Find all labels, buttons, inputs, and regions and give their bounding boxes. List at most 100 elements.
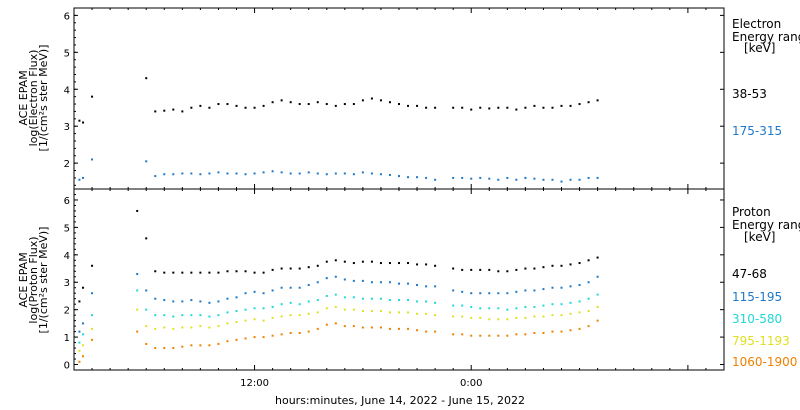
proton-point-47-68 <box>407 262 410 265</box>
proton-point-115-195 <box>587 281 590 284</box>
electron-ylabel-line-3: [1/(cm²s ster MeV)] <box>37 45 50 152</box>
proton-point-1060-1900 <box>316 327 319 330</box>
proton-point-310-580 <box>533 305 536 308</box>
proton-point-795-1193 <box>82 344 85 347</box>
proton-point-1060-1900 <box>425 330 428 333</box>
proton-point-795-1193 <box>551 314 554 317</box>
electron-point-175-315 <box>388 173 391 176</box>
proton-point-47-68 <box>388 262 391 265</box>
proton-point-115-195 <box>398 282 400 285</box>
proton-point-47-68 <box>398 262 400 265</box>
proton-point-795-1193 <box>425 312 428 315</box>
electron-point-175-315 <box>587 176 590 179</box>
proton-point-795-1193 <box>262 319 265 322</box>
electron-point-38-53 <box>398 103 400 106</box>
electron-point-175-315 <box>542 178 545 181</box>
proton-point-115-195 <box>370 281 373 284</box>
proton-point-47-68 <box>488 268 491 271</box>
proton-point-115-195 <box>145 289 148 292</box>
electron-point-175-315 <box>569 178 572 181</box>
proton-point-1060-1900 <box>452 333 455 336</box>
proton-point-115-195 <box>334 275 337 278</box>
proton-point-1060-1900 <box>226 340 229 343</box>
proton-point-310-580 <box>298 303 301 306</box>
proton-point-310-580 <box>78 341 81 344</box>
proton-point-47-68 <box>551 264 554 267</box>
proton-point-115-195 <box>452 289 455 292</box>
proton-point-47-68 <box>172 271 175 274</box>
electron-point-38-53 <box>253 106 256 109</box>
electron-point-38-53 <box>190 106 193 109</box>
proton-ylabel-line-3: [1/(cm²s ster MeV)] <box>37 227 50 334</box>
proton-point-310-580 <box>542 304 545 307</box>
proton-point-1060-1900 <box>587 325 590 328</box>
proton-point-795-1193 <box>524 316 527 319</box>
proton-point-47-68 <box>425 263 428 266</box>
electron-ytick-label: 4 <box>64 85 70 96</box>
proton-point-47-68 <box>262 271 265 274</box>
proton-point-115-195 <box>479 292 482 295</box>
proton-point-1060-1900 <box>82 355 85 358</box>
proton-ytick-label: 3 <box>64 278 70 289</box>
proton-point-1060-1900 <box>551 330 554 333</box>
xtick-label: 0:00 <box>460 378 482 389</box>
proton-point-47-68 <box>325 260 328 263</box>
proton-ytick-label: 1 <box>64 333 70 344</box>
electron-point-175-315 <box>506 176 509 179</box>
electron-point-175-315 <box>452 176 455 179</box>
proton-point-1060-1900 <box>190 344 193 347</box>
proton-point-795-1193 <box>569 312 572 315</box>
electron-point-38-53 <box>217 103 220 106</box>
proton-point-115-195 <box>596 275 599 278</box>
electron-legend-title-3: [keV] <box>744 41 775 55</box>
proton-point-47-68 <box>235 270 238 273</box>
proton-point-310-580 <box>416 300 419 303</box>
proton-point-795-1193 <box>298 314 301 317</box>
electron-point-175-315 <box>560 180 563 183</box>
proton-ytick-label: 5 <box>64 223 70 234</box>
proton-point-1060-1900 <box>461 333 464 336</box>
proton-point-47-68 <box>253 271 256 274</box>
proton-point-795-1193 <box>78 349 81 352</box>
proton-point-310-580 <box>82 333 85 336</box>
proton-point-1060-1900 <box>145 342 148 345</box>
proton-point-115-195 <box>136 273 139 276</box>
electron-point-38-53 <box>262 104 265 107</box>
electron-point-175-315 <box>262 171 265 174</box>
proton-point-115-195 <box>208 301 211 304</box>
proton-point-795-1193 <box>497 318 500 321</box>
electron-point-38-53 <box>388 101 391 104</box>
proton-point-795-1193 <box>316 311 319 314</box>
proton-point-47-68 <box>560 264 563 267</box>
electron-point-38-53 <box>461 106 464 109</box>
proton-point-310-580 <box>587 297 590 300</box>
proton-point-1060-1900 <box>91 338 94 341</box>
proton-point-795-1193 <box>199 325 202 328</box>
proton-point-310-580 <box>262 307 265 310</box>
proton-point-1060-1900 <box>280 333 283 336</box>
proton-point-310-580 <box>388 299 391 302</box>
electron-point-38-53 <box>226 103 229 106</box>
proton-point-115-195 <box>78 330 81 333</box>
proton-point-115-195 <box>190 299 193 302</box>
electron-point-175-315 <box>244 173 247 176</box>
electron-point-175-315 <box>470 177 473 180</box>
proton-point-47-68 <box>515 268 518 271</box>
proton-point-115-195 <box>262 292 265 295</box>
proton-point-1060-1900 <box>416 329 419 332</box>
proton-point-1060-1900 <box>253 336 256 339</box>
proton-point-795-1193 <box>515 316 518 319</box>
proton-point-47-68 <box>352 262 355 265</box>
proton-point-115-195 <box>379 281 382 284</box>
electron-point-38-53 <box>407 104 410 107</box>
proton-ylabel-line-1: ACE EPAM <box>17 252 30 307</box>
proton-point-795-1193 <box>325 307 328 310</box>
proton-point-47-68 <box>82 286 85 289</box>
proton-point-1060-1900 <box>325 323 328 326</box>
electron-ytick-label: 3 <box>64 122 70 133</box>
electron-point-38-53 <box>343 103 346 106</box>
proton-point-47-68 <box>307 266 310 269</box>
proton-point-1060-1900 <box>289 331 292 334</box>
proton-point-795-1193 <box>352 308 355 311</box>
electron-point-38-53 <box>199 104 202 107</box>
